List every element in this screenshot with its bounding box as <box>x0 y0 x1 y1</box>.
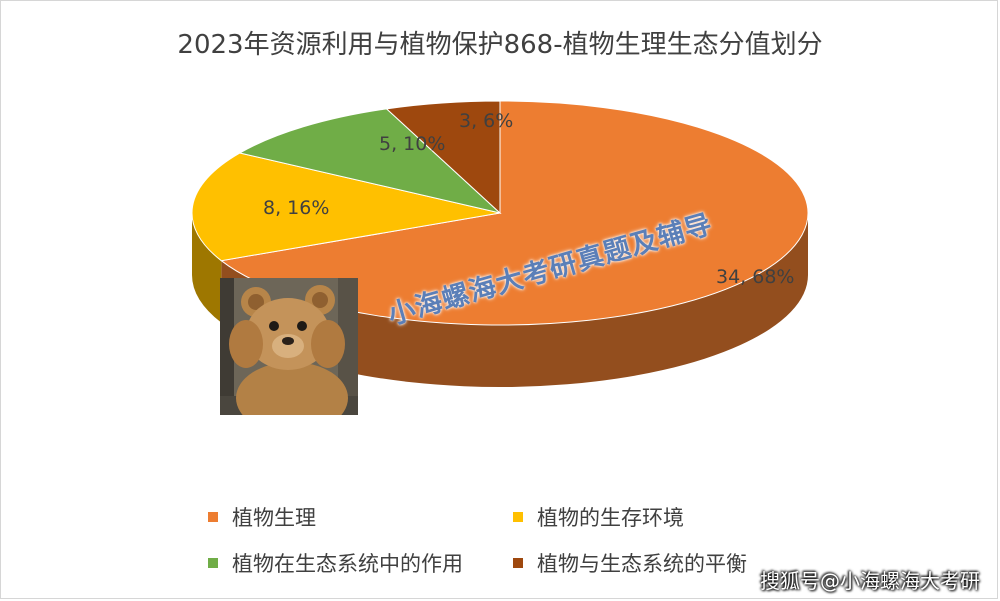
pie-data-label: 8, 16% <box>263 197 329 219</box>
legend-swatch <box>513 558 523 568</box>
pie-slice-side <box>192 213 222 323</box>
legend-item: 植物生理 <box>208 502 316 532</box>
pie-data-label: 3, 6% <box>459 110 513 132</box>
legend-swatch <box>208 558 218 568</box>
pie-slice <box>238 108 502 214</box>
legend-swatch <box>208 512 218 522</box>
pie-slice <box>191 152 501 262</box>
legend-label: 植物在生态系统中的作用 <box>232 552 463 576</box>
pie-labels: 34, 68% 8, 16% 5, 10% 3, 6% <box>263 110 795 288</box>
teddy-bear-sticker <box>220 278 358 415</box>
legend-swatch <box>513 512 523 522</box>
source-credit: 搜狐号@小海螺海大考研 <box>760 569 980 593</box>
legend-label: 植物的生存环境 <box>537 506 684 530</box>
chart-title: 2023年资源利用与植物保护868-植物生理生态分值划分 <box>177 30 823 60</box>
legend-label: 植物生理 <box>232 506 316 530</box>
legend-label: 植物与生态系统的平衡 <box>537 552 747 576</box>
legend-item: 植物与生态系统的平衡 <box>513 548 747 578</box>
pie-sides <box>192 213 809 387</box>
pie-data-label: 5, 10% <box>379 133 445 155</box>
pie-slice <box>385 100 501 215</box>
legend-item: 植物在生态系统中的作用 <box>208 548 463 578</box>
pie-slice-side <box>221 213 809 387</box>
pie-tops <box>191 100 809 326</box>
legend-item: 植物的生存环境 <box>513 502 684 532</box>
pie-data-label: 34, 68% <box>716 266 795 288</box>
